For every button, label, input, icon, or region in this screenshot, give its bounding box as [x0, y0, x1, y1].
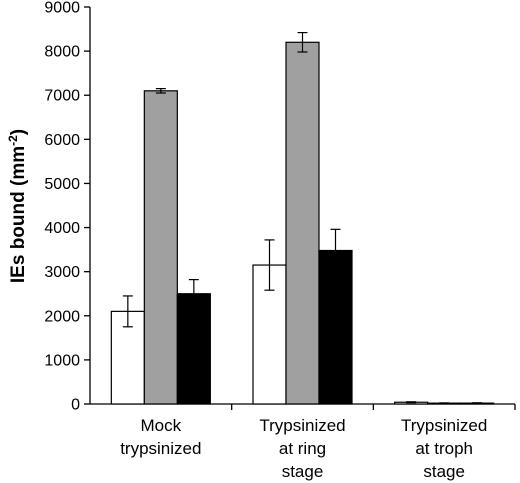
y-tick-label: 4000: [44, 220, 80, 237]
category-label-line: at ring: [279, 439, 326, 458]
y-axis-label: IEs bound (mm-2): [6, 129, 29, 283]
y-tick-label: 6000: [44, 132, 80, 149]
category-label-line: Mock: [141, 416, 182, 435]
category-label-line: at troph: [415, 439, 473, 458]
category-label-line: Trypsinized: [401, 416, 487, 435]
category-label-line: stage: [423, 462, 465, 481]
y-tick-label: 3000: [44, 264, 80, 281]
bar: [318, 249, 353, 405]
y-tick-label: 1000: [44, 352, 80, 369]
y-axis: 0 1000 2000 3000 4000 5000 6000 7000 8000 9000: [44, 0, 91, 414]
bars: [110, 41, 495, 405]
category-label-line: Trypsinized: [259, 416, 345, 435]
y-tick-label: 0: [71, 397, 80, 414]
bar: [176, 293, 211, 405]
y-tick-label: 7000: [44, 88, 80, 105]
category-label: Trypsinized at ring stage: [259, 416, 345, 481]
y-tick-label: 2000: [44, 308, 80, 325]
error-bars: [122, 31, 483, 405]
bar: [285, 41, 320, 405]
bar: [143, 90, 178, 405]
y-tick-label: 9000: [44, 0, 80, 17]
category-label-line: trypsinized: [120, 439, 201, 458]
category-label: Trypsinized at troph stage: [401, 416, 487, 481]
category-label-line: stage: [282, 462, 324, 481]
category-label: Mock trypsinized: [120, 416, 201, 458]
y-tick-label: 8000: [44, 44, 80, 61]
y-tick-label: 5000: [44, 176, 80, 193]
